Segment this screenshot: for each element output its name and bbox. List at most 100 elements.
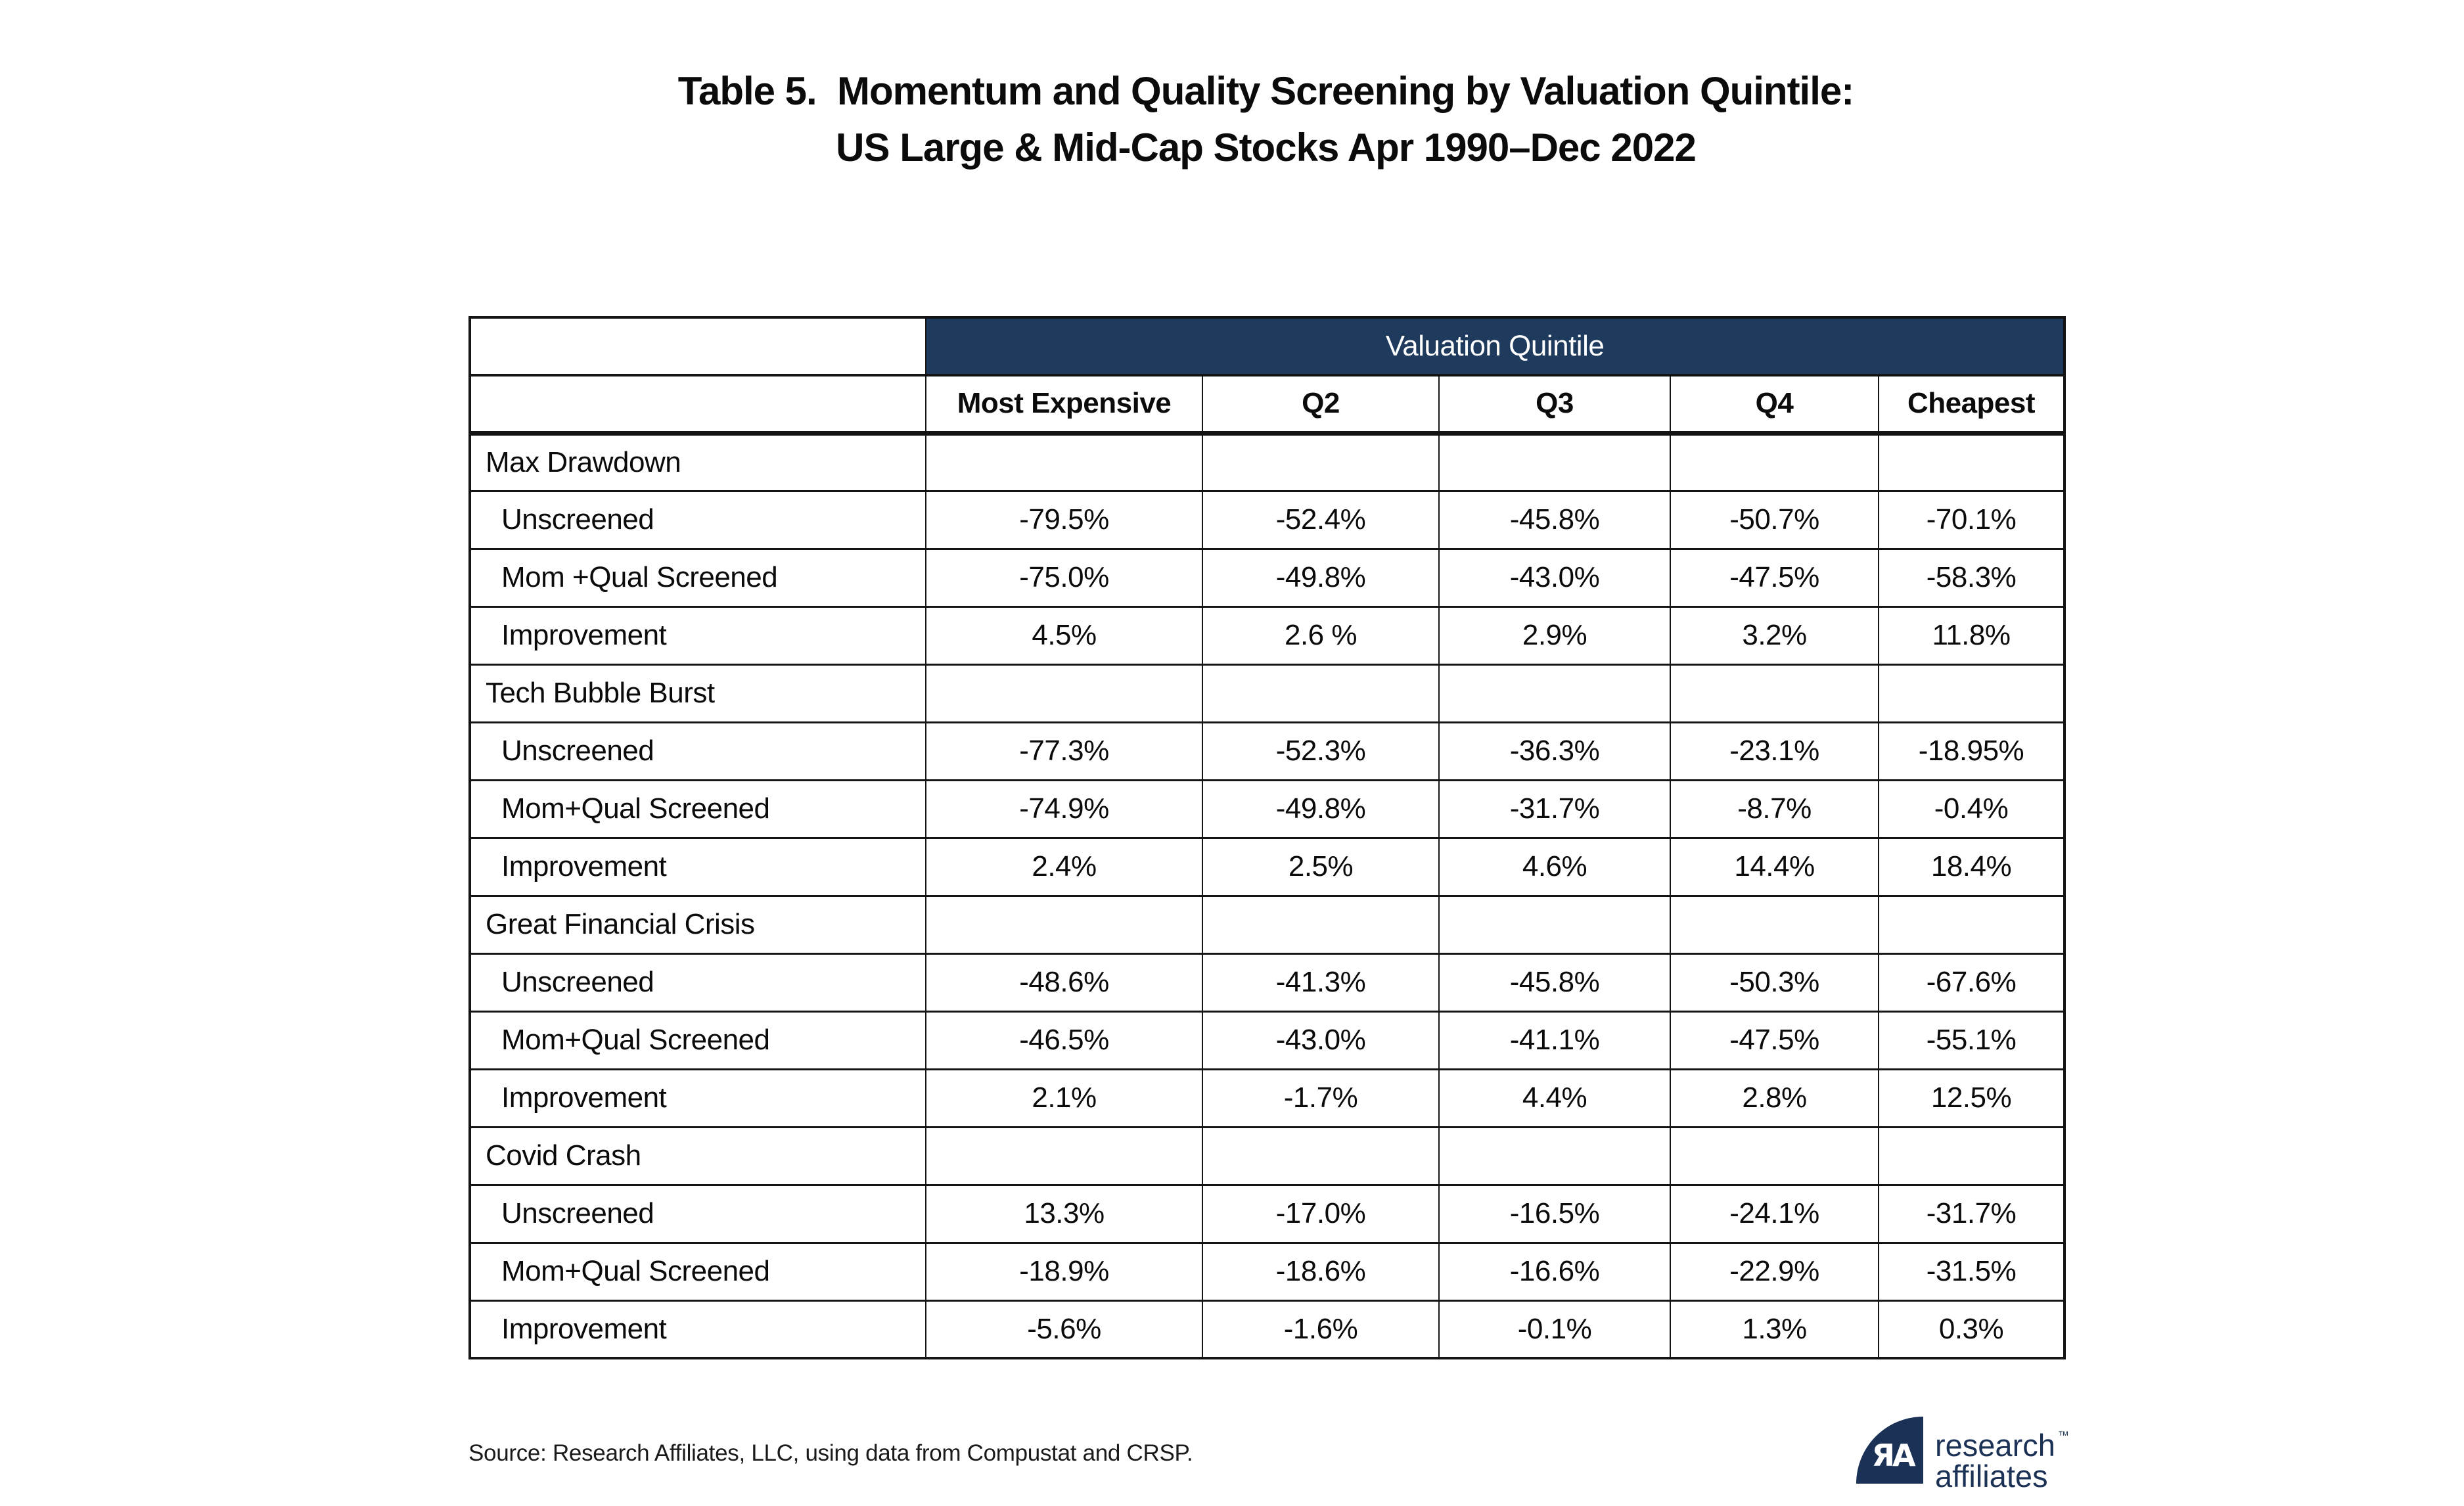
title-line-2: US Large & Mid-Cap Stocks Apr 1990–Dec 2… <box>836 126 1697 170</box>
value-cell: -52.4% <box>1202 490 1440 550</box>
value-cell: -43.0% <box>1202 1010 1440 1070</box>
table-row: Unscreened -48.6% -41.3% -45.8% -50.3% -… <box>469 952 2065 1013</box>
value-cell: -31.5% <box>1878 1241 2065 1302</box>
value-cell: 2.9% <box>1438 605 1671 666</box>
empty-cell <box>1438 663 1671 723</box>
section-label-tech-bubble-burst: Tech Bubble Burst <box>469 663 926 723</box>
empty-cell <box>1878 663 2065 723</box>
empty-cell <box>925 432 1203 492</box>
value-cell: -58.3% <box>1878 547 2065 608</box>
ra-monogram: ЯA <box>1871 1438 1916 1474</box>
section-header-row: Max Drawdown <box>469 432 2065 492</box>
column-header-q3: Q3 <box>1438 374 1671 436</box>
value-cell: -50.7% <box>1670 490 1879 550</box>
table-row: Improvement 2.1% -1.7% 4.4% 2.8% 12.5% <box>469 1068 2065 1128</box>
value-cell: -48.6% <box>925 952 1203 1013</box>
value-cell: -55.1% <box>1878 1010 2065 1070</box>
table-row: Unscreened -79.5% -52.4% -45.8% -50.7% -… <box>469 490 2065 550</box>
title-line-1: Table 5. Momentum and Quality Screening … <box>677 69 1855 113</box>
empty-cell <box>1438 1126 1671 1186</box>
row-label: Unscreened <box>469 721 926 781</box>
column-header-q2: Q2 <box>1202 374 1440 436</box>
value-cell: -41.3% <box>1202 952 1440 1013</box>
value-cell: -0.1% <box>1438 1299 1671 1359</box>
empty-cell <box>1202 432 1440 492</box>
source-note: Source: Research Affiliates, LLC, using … <box>468 1440 1193 1466</box>
row-label: Unscreened <box>469 490 926 550</box>
value-cell: -47.5% <box>1670 1010 1879 1070</box>
value-cell: 1.3% <box>1670 1299 1879 1359</box>
row-label: Mom+Qual Screened <box>469 1241 926 1302</box>
value-cell: 18.4% <box>1878 836 2065 897</box>
value-cell: 4.4% <box>1438 1068 1671 1128</box>
empty-cell <box>1670 894 1879 955</box>
group-header-row: Valuation Quintile <box>469 316 2065 377</box>
value-cell: -77.3% <box>925 721 1203 781</box>
value-cell: -1.7% <box>1202 1068 1440 1128</box>
section-header-row: Great Financial Crisis <box>469 894 2065 955</box>
table-row: Unscreened -77.3% -52.3% -36.3% -23.1% -… <box>469 721 2065 781</box>
value-cell: -24.1% <box>1670 1183 1879 1244</box>
value-cell: -45.8% <box>1438 952 1671 1013</box>
logo-word-line-1: research ™ <box>1935 1420 2069 1461</box>
empty-cell <box>925 894 1203 955</box>
row-label: Improvement <box>469 1299 926 1359</box>
value-cell: 13.3% <box>925 1183 1203 1244</box>
table-row: Mom +Qual Screened -75.0% -49.8% -43.0% … <box>469 547 2065 608</box>
value-cell: -67.6% <box>1878 952 2065 1013</box>
value-cell: -18.6% <box>1202 1241 1440 1302</box>
logo-research-text: research <box>1935 1428 2055 1463</box>
value-cell: -18.9% <box>925 1241 1203 1302</box>
group-header-valuation-quintile: Valuation Quintile <box>925 316 2065 377</box>
value-cell: 2.8% <box>1670 1068 1879 1128</box>
value-cell: 2.6 % <box>1202 605 1440 666</box>
logo-affiliates-text: affiliates <box>1935 1459 2048 1494</box>
trademark-symbol: ™ <box>2057 1429 2069 1442</box>
value-cell: -75.0% <box>925 547 1203 608</box>
value-cell: 2.4% <box>925 836 1203 897</box>
value-cell: -31.7% <box>1878 1183 2065 1244</box>
value-cell: 4.5% <box>925 605 1203 666</box>
table-row: Improvement -5.6% -1.6% -0.1% 1.3% 0.3% <box>469 1299 2065 1359</box>
table-row: Mom+Qual Screened -46.5% -43.0% -41.1% -… <box>469 1010 2065 1070</box>
section-header-row: Tech Bubble Burst <box>469 663 2065 723</box>
empty-corner-cell <box>469 316 926 377</box>
value-cell: -23.1% <box>1670 721 1879 781</box>
row-label: Improvement <box>469 836 926 897</box>
column-header-q4: Q4 <box>1670 374 1879 436</box>
empty-cell <box>925 663 1203 723</box>
table-row: Unscreened 13.3% -17.0% -16.5% -24.1% -3… <box>469 1183 2065 1244</box>
value-cell: 2.1% <box>925 1068 1203 1128</box>
value-cell: 12.5% <box>1878 1068 2065 1128</box>
empty-cell <box>1878 1126 2065 1186</box>
section-header-row: Covid Crash <box>469 1126 2065 1186</box>
empty-cell <box>1438 894 1671 955</box>
logo-wordmark: research ™ affiliates <box>1935 1420 2069 1492</box>
column-header-cheapest: Cheapest <box>1878 374 2065 436</box>
table-row: Mom+Qual Screened -74.9% -49.8% -31.7% -… <box>469 779 2065 839</box>
empty-cell <box>1202 894 1440 955</box>
value-cell: -31.7% <box>1438 779 1671 839</box>
empty-cell <box>1202 663 1440 723</box>
value-cell: -74.9% <box>925 779 1203 839</box>
value-cell: -36.3% <box>1438 721 1671 781</box>
value-cell: 2.5% <box>1202 836 1440 897</box>
section-label-covid-crash: Covid Crash <box>469 1126 926 1186</box>
value-cell: -16.6% <box>1438 1241 1671 1302</box>
value-cell: 3.2% <box>1670 605 1879 666</box>
column-header-row: Most Expensive Q2 Q3 Q4 Cheapest <box>469 374 2065 436</box>
value-cell: -47.5% <box>1670 547 1879 608</box>
value-cell: -8.7% <box>1670 779 1879 839</box>
value-cell: -41.1% <box>1438 1010 1671 1070</box>
empty-cell <box>1670 432 1879 492</box>
value-cell: -18.95% <box>1878 721 2065 781</box>
value-cell: -16.5% <box>1438 1183 1671 1244</box>
figure-title: Table 5. Momentum and Quality Screening … <box>468 63 2063 176</box>
research-affiliates-logo: ЯA research ™ affiliates <box>1856 1417 2069 1492</box>
row-label: Improvement <box>469 605 926 666</box>
value-cell: -17.0% <box>1202 1183 1440 1244</box>
empty-cell <box>1878 432 2065 492</box>
value-cell: 4.6% <box>1438 836 1671 897</box>
value-cell: 14.4% <box>1670 836 1879 897</box>
section-label-great-financial-crisis: Great Financial Crisis <box>469 894 926 955</box>
